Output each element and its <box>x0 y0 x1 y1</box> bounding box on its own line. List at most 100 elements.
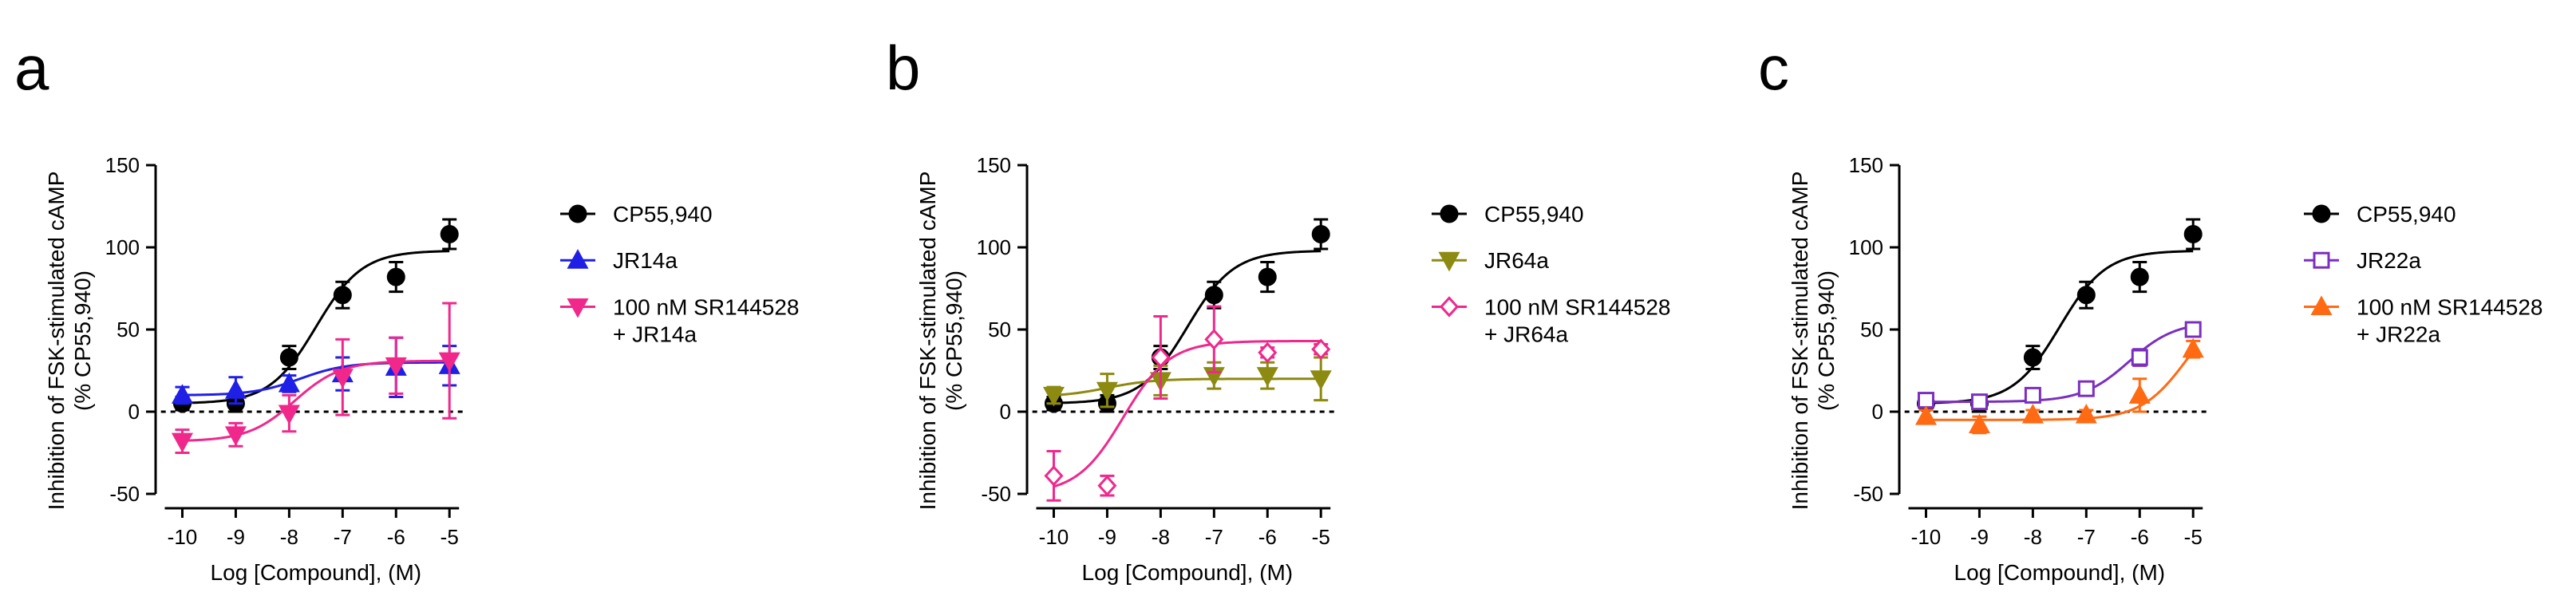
legend-marker <box>567 249 589 269</box>
series-cp55-940 <box>1916 218 2203 413</box>
legend-label: 100 nM SR144528 <box>613 294 800 319</box>
fit-curve <box>1053 377 1322 397</box>
x-tick-label: -9 <box>1098 525 1116 549</box>
data-point <box>171 432 194 453</box>
y-tick-label: 100 <box>977 235 1011 259</box>
data-point <box>1258 341 1278 364</box>
series-100-nm-sr144528-jr14a <box>171 302 460 454</box>
x-tick-label: -6 <box>387 525 405 549</box>
series-jr22a <box>1917 321 2202 411</box>
x-tick-label: -7 <box>334 525 352 549</box>
panel-b: b -50 0 50 100 150 -10 -9 -8 -7 -6 -5 Log [Compound]… <box>886 33 1671 585</box>
panel-label: b <box>886 33 920 103</box>
data-point <box>1258 267 1277 286</box>
fit-curve <box>182 361 450 397</box>
data-point <box>385 357 407 377</box>
x-tick-label: -10 <box>1039 525 1069 549</box>
data-point <box>1917 392 1934 409</box>
legend-marker <box>1440 204 1459 223</box>
legend-marker <box>1439 296 1460 318</box>
y-tick-label: -50 <box>1853 482 1883 506</box>
y-axis-subtitle: (% CP55,940) <box>70 270 95 411</box>
data-point <box>2131 349 2148 366</box>
y-tick-label: 0 <box>1000 400 1011 424</box>
data-point <box>331 369 354 389</box>
y-tick-label: 100 <box>105 235 140 259</box>
x-tick-label: -9 <box>1970 525 1989 549</box>
x-tick-label: -5 <box>441 525 459 549</box>
data-point <box>440 225 459 244</box>
legend-marker <box>568 204 587 223</box>
x-tick-label: -10 <box>168 525 198 549</box>
data-point <box>278 372 300 393</box>
x-tick-label: -9 <box>227 525 245 549</box>
data-point <box>278 405 300 425</box>
data-point <box>1310 370 1332 390</box>
y-axis-title: Inhibition of FSK-stimulated cAMP <box>1788 172 1812 511</box>
legend-label: + JR64a <box>1484 322 1568 346</box>
x-axis-title: Log [Compound], (M) <box>211 560 422 585</box>
x-tick-label: -6 <box>1258 525 1277 549</box>
fit-curve <box>182 359 450 442</box>
y-tick-label: 150 <box>105 153 140 177</box>
panel-c: c -50 0 50 100 150 -10 -9 -8 -7 -6 -5 Log [Compound]… <box>1758 33 2543 585</box>
fit-curve <box>1926 250 2194 405</box>
series-100-nm-sr144528-jr22a <box>1914 337 2204 435</box>
x-axis-title: Log [Compound], (M) <box>1082 560 1294 585</box>
data-point <box>2021 404 2044 424</box>
x-tick-label: -8 <box>280 525 298 549</box>
data-point <box>224 426 247 446</box>
series-jr64a <box>1042 356 1332 409</box>
data-point <box>1204 286 1223 305</box>
x-tick-label: -7 <box>1205 525 1223 549</box>
series-jr14a <box>171 336 460 405</box>
data-point <box>2076 286 2096 305</box>
data-point <box>2183 225 2203 244</box>
legend-marker <box>2313 251 2330 269</box>
data-point <box>279 348 298 367</box>
y-tick-label: 100 <box>1849 235 1883 259</box>
y-tick-label: 50 <box>1860 318 1883 341</box>
legend-label: JR22a <box>2357 248 2421 273</box>
data-point <box>1044 465 1064 487</box>
y-axis-title: Inhibition of FSK-stimulated cAMP <box>44 172 69 511</box>
legend-marker <box>2310 295 2333 315</box>
legend-marker <box>2312 204 2331 223</box>
data-point <box>1914 405 1938 425</box>
y-tick-label: 50 <box>988 318 1011 341</box>
legend-label: + JR22a <box>2357 322 2440 346</box>
data-point <box>2023 348 2042 367</box>
fit-curve <box>182 250 450 405</box>
y-tick-label: 150 <box>977 153 1011 177</box>
legend-label: CP55,940 <box>613 202 713 227</box>
data-point <box>1042 386 1065 407</box>
x-tick-label: -8 <box>2024 525 2042 549</box>
data-point <box>224 379 247 399</box>
y-axis-subtitle: (% CP55,940) <box>942 270 966 411</box>
series-100-nm-sr144528-jr64a <box>1044 305 1331 502</box>
panel-a: a -50 0 50 100 150 -10 -9 -8 -7 -6 -5 Log [Compound]… <box>14 33 800 585</box>
data-point <box>386 267 405 286</box>
legend-marker <box>567 298 589 318</box>
fit-curve <box>1926 325 2194 404</box>
fit-curve <box>1053 339 1322 488</box>
data-point <box>2077 380 2095 397</box>
data-point <box>2075 404 2097 424</box>
data-point <box>1096 381 1118 402</box>
legend-label: CP55,940 <box>1484 202 1584 227</box>
x-tick-label: -7 <box>2077 525 2096 549</box>
data-point <box>1970 393 1988 411</box>
legend-marker <box>1438 251 1460 272</box>
data-point <box>2130 267 2149 286</box>
data-point <box>1968 413 1990 433</box>
data-point <box>2128 384 2151 404</box>
legend-label: JR64a <box>1484 248 1549 273</box>
data-point <box>333 286 352 305</box>
data-point <box>2024 386 2041 404</box>
y-tick-label: -50 <box>981 482 1011 506</box>
data-point <box>2184 321 2202 338</box>
y-tick-label: 0 <box>1872 400 1883 424</box>
legend-label: CP55,940 <box>2357 202 2456 227</box>
series-cp55-940 <box>1044 218 1330 413</box>
data-point <box>1256 367 1278 387</box>
